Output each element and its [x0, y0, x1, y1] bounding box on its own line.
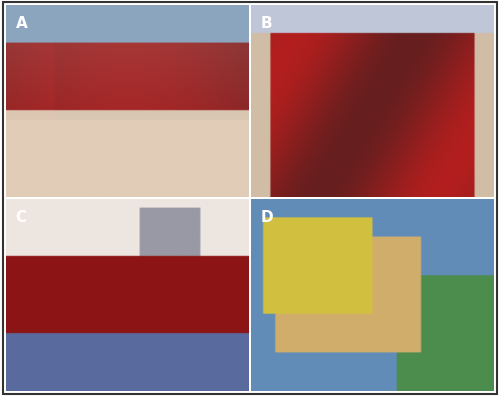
Text: D: D: [260, 210, 274, 225]
Text: A: A: [16, 16, 28, 31]
Text: C: C: [16, 210, 27, 225]
Text: B: B: [260, 16, 272, 31]
